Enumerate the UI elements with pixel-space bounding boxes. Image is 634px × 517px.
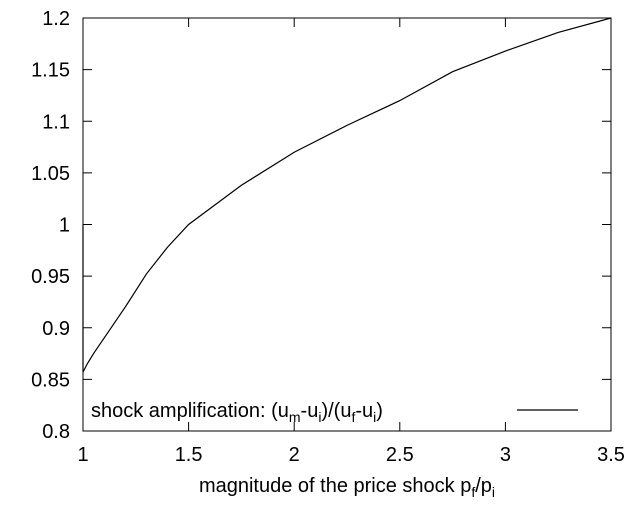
plot-frame bbox=[82, 17, 612, 432]
y-tick-label: 1.15 bbox=[31, 60, 70, 82]
y-tick-label: 0.95 bbox=[31, 266, 70, 288]
x-tick-label: 1.5 bbox=[175, 444, 203, 466]
legend-label-part: m bbox=[289, 409, 301, 425]
y-tick-label: 1.2 bbox=[42, 8, 70, 30]
legend-label-part: f bbox=[351, 409, 355, 425]
x-tick-label: 1 bbox=[77, 444, 88, 466]
x-tick-label: 2.5 bbox=[386, 444, 414, 466]
legend-label-part: -u bbox=[355, 400, 373, 422]
data-line bbox=[82, 17, 612, 373]
x-tick-label: 2 bbox=[289, 444, 300, 466]
legend-label-part: ) bbox=[376, 400, 383, 422]
x-tick-label: 3 bbox=[500, 444, 511, 466]
y-tick-label: 0.85 bbox=[31, 369, 70, 391]
legend-label-part: -u bbox=[301, 400, 319, 422]
y-tick-label: 0.9 bbox=[42, 318, 70, 340]
x-axis-label-part: f bbox=[471, 484, 475, 500]
y-tick-label: 1 bbox=[59, 215, 70, 237]
x-axis-label-part: magnitude of the price shock p bbox=[199, 475, 471, 497]
x-tick-label: 3.5 bbox=[597, 444, 625, 466]
legend-label-part: shock amplification: (u bbox=[91, 400, 289, 422]
y-tick-label: 1.05 bbox=[31, 163, 70, 185]
x-axis-label-part: /p bbox=[475, 475, 492, 497]
legend-label-part: i bbox=[318, 409, 321, 425]
y-tick-label: 1.1 bbox=[42, 111, 70, 133]
x-axis-label: magnitude of the price shock pf/pi bbox=[199, 475, 495, 500]
legend-label: shock amplification: (um-ui)/(uf-ui) bbox=[91, 400, 383, 425]
y-tick-label: 0.8 bbox=[42, 421, 70, 443]
legend-label-part: i bbox=[373, 409, 376, 425]
legend-label-part: )/(u bbox=[321, 400, 351, 422]
x-axis-label-part: i bbox=[492, 484, 495, 500]
